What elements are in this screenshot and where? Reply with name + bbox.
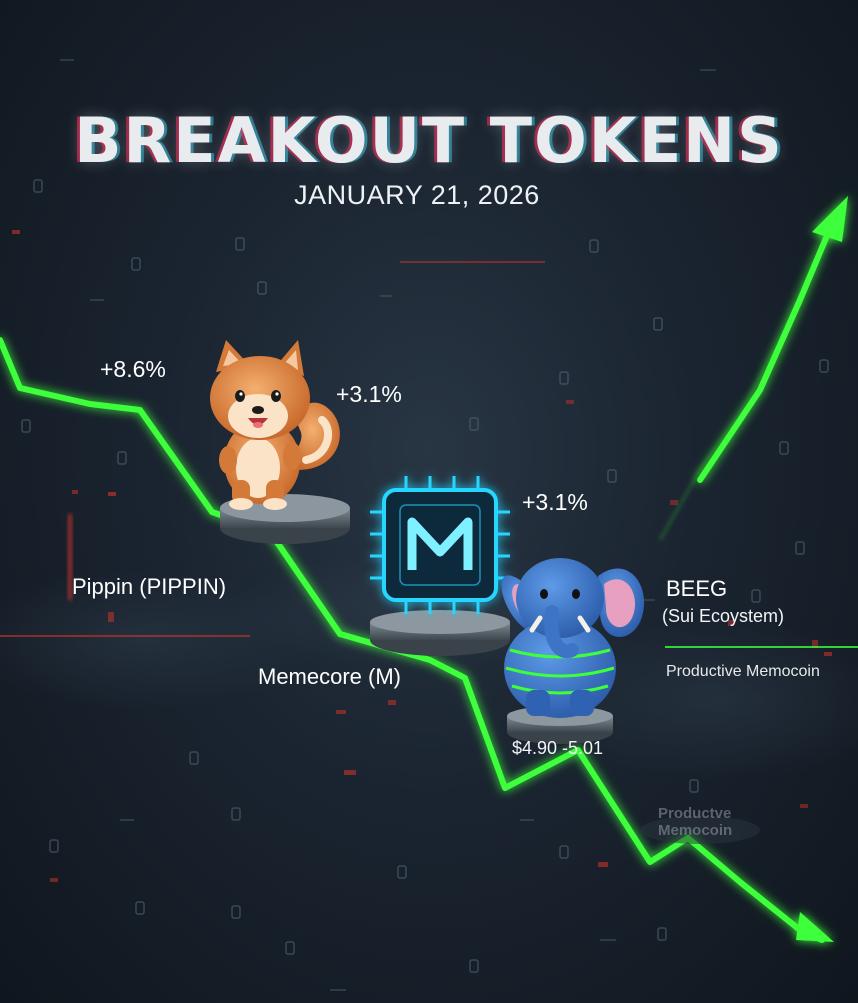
beeg-subtitle: (Sui Ecoystem) bbox=[662, 606, 785, 626]
pippin-name: Pippin (PIPPIN) bbox=[72, 574, 227, 599]
poster-date: JANUARY 21, 2026 bbox=[294, 180, 540, 210]
down-arrow-head bbox=[796, 912, 834, 942]
data-glyphs bbox=[21, 179, 829, 973]
m-chip-logo bbox=[370, 476, 510, 614]
shiba-dog-mascot bbox=[210, 340, 340, 510]
rising-arrow bbox=[697, 196, 848, 483]
beeg-price: $4.90 -5.01 bbox=[512, 738, 604, 758]
blue-elephant-mascot bbox=[501, 558, 645, 718]
beeg-name: BEEG bbox=[666, 576, 728, 601]
beeg-change: +3.1% bbox=[522, 489, 588, 515]
poster-title: BREAKOUT TOKENS bbox=[74, 104, 784, 177]
ghost-watermark-text: Productve Memocoin bbox=[658, 805, 733, 839]
memecore-change: +3.1% bbox=[336, 381, 402, 407]
pedestal-pippin bbox=[220, 494, 350, 544]
memecore-name: Memecore (M) bbox=[258, 664, 402, 689]
pippin-change: +8.6% bbox=[100, 356, 166, 382]
beeg-tagline: Productive Memocoin bbox=[666, 663, 820, 680]
red-accents bbox=[12, 230, 832, 882]
pedestal-memecore bbox=[370, 610, 510, 656]
data-dashes bbox=[60, 59, 772, 991]
trend-line bbox=[0, 337, 834, 943]
